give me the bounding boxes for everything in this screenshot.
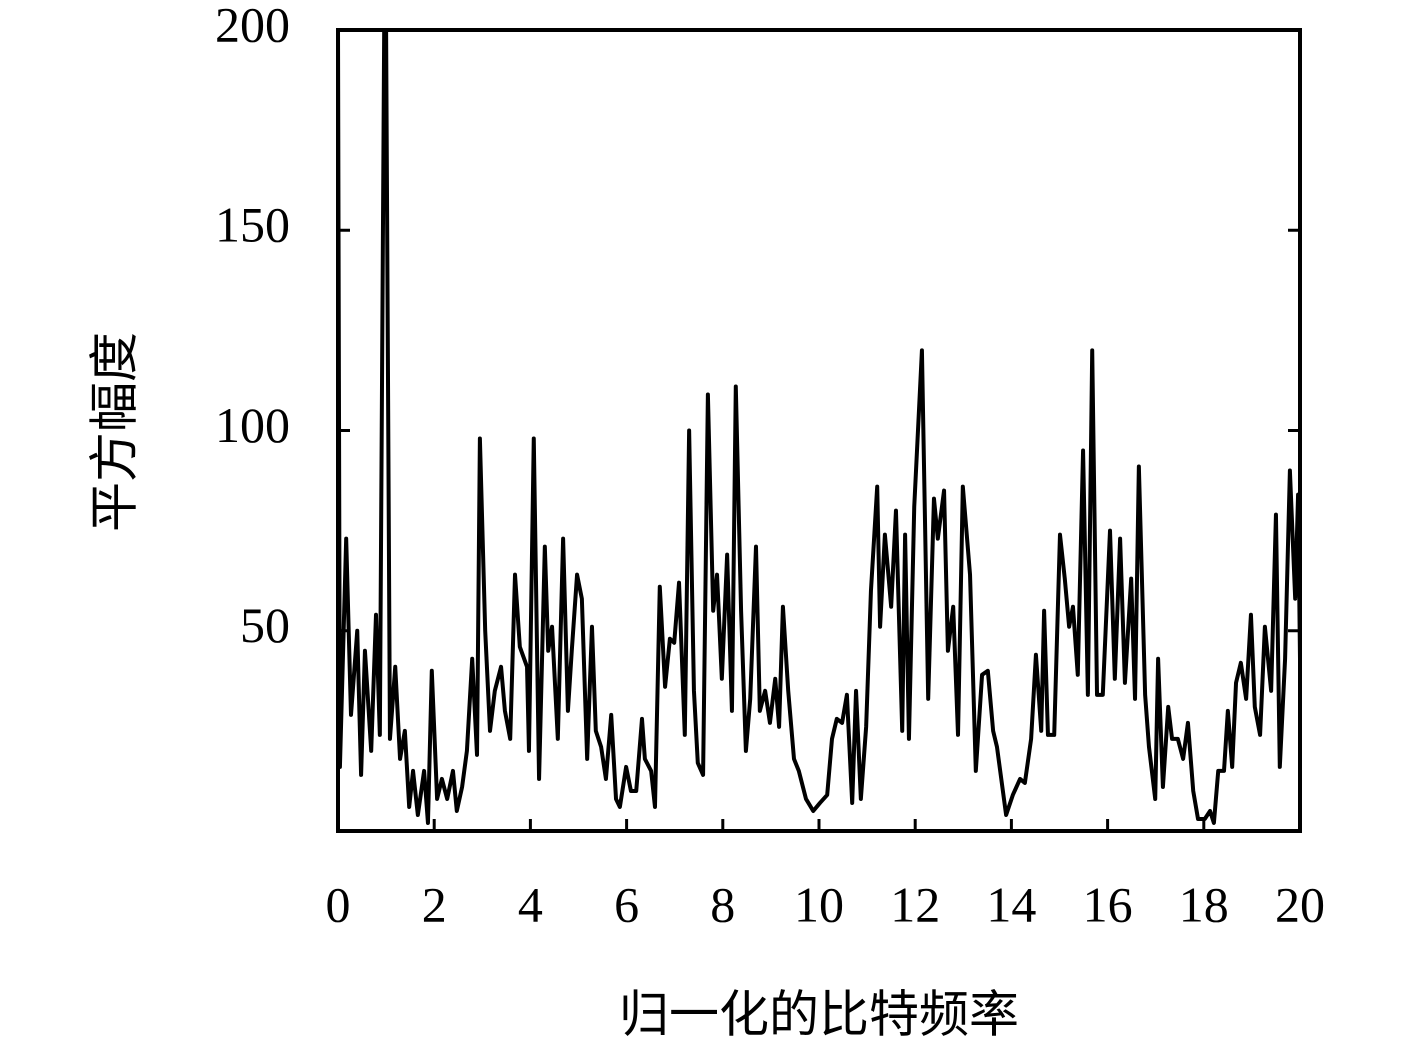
x-tick-label: 2 <box>422 876 447 932</box>
x-axis-title: 归一化的比特频率 <box>619 986 1019 1044</box>
y-axis-title: 平方幅度 <box>86 332 144 532</box>
y-tick-label: 100 <box>215 397 290 453</box>
x-tick-label: 6 <box>614 876 639 932</box>
x-tick-label: 16 <box>1083 876 1133 932</box>
y-tick-label: 200 <box>215 0 290 52</box>
x-tick-label: 8 <box>710 876 735 932</box>
x-tick-label: 10 <box>794 876 844 932</box>
x-tick-label: 12 <box>890 876 940 932</box>
x-tick-label: 4 <box>518 876 543 932</box>
x-tick-label: 14 <box>986 876 1036 932</box>
y-tick-label: 150 <box>215 197 290 253</box>
x-tick-label: 0 <box>326 876 351 932</box>
x-tick-label: 18 <box>1179 876 1229 932</box>
y-tick-label: 50 <box>240 597 290 653</box>
x-tick-label: 20 <box>1275 876 1325 932</box>
data-line <box>338 30 1300 825</box>
